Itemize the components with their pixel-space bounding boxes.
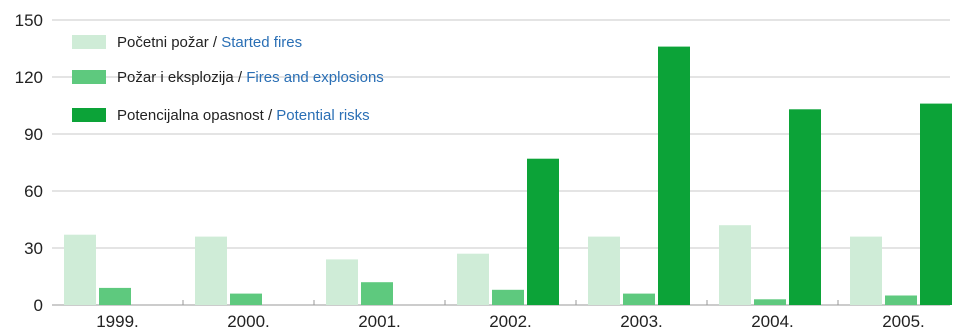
x-tick-label: 2002. bbox=[489, 312, 532, 329]
x-tick-label: 2004. bbox=[751, 312, 794, 329]
legend-separator: / bbox=[234, 69, 247, 86]
bar-started-fires-2002 bbox=[457, 253, 489, 305]
bar-started-fires-2001 bbox=[326, 259, 358, 305]
x-tick-label: 2005. bbox=[882, 312, 925, 329]
legend-swatch bbox=[72, 108, 106, 122]
bar-fires-and-explosions-2002 bbox=[492, 289, 524, 305]
legend-separator: / bbox=[264, 107, 277, 124]
legend-label-local: Početni požar bbox=[117, 34, 209, 51]
bar-fires-and-explosions-2003 bbox=[623, 293, 655, 305]
bar-potential-risks-2003 bbox=[658, 46, 690, 305]
bar-started-fires-2003 bbox=[588, 236, 620, 305]
bar-potential-risks-2002 bbox=[527, 158, 559, 305]
legend: Početni požar / Started fires Požar i eks… bbox=[72, 34, 384, 124]
x-tick-label: 1999. bbox=[96, 312, 139, 329]
y-tick-label: 30 bbox=[24, 239, 43, 258]
x-tick-label: 2003. bbox=[620, 312, 663, 329]
legend-separator: / bbox=[209, 34, 222, 51]
legend-swatch bbox=[72, 35, 106, 49]
bar-started-fires-2000 bbox=[195, 236, 227, 305]
y-tick-label: 150 bbox=[15, 11, 43, 30]
legend-swatch bbox=[72, 70, 106, 84]
bar-fires-and-explosions-2001 bbox=[361, 282, 393, 305]
legend-label-english: Potential risks bbox=[276, 107, 369, 124]
bar-started-fires-1999 bbox=[64, 234, 96, 305]
x-tick-label: 2001. bbox=[358, 312, 401, 329]
x-tick-label: 2000. bbox=[227, 312, 270, 329]
legend-entry: Požar i eksplozija / Fires and explosion… bbox=[117, 69, 384, 86]
legend-label-local: Potencijalna opasnost bbox=[117, 107, 265, 124]
bars bbox=[64, 46, 952, 305]
bar-potential-risks-2004 bbox=[789, 109, 821, 305]
x-axis-tick-labels: 1999. 2000. 2001. 2002. 2003. 2004. 2005. bbox=[96, 312, 925, 329]
bar-potential-risks-2005 bbox=[920, 103, 952, 305]
bar-fires-and-explosions-2004 bbox=[754, 299, 786, 305]
y-tick-label: 120 bbox=[15, 68, 43, 87]
bar-started-fires-2005 bbox=[850, 236, 882, 305]
y-axis-tick-labels: 0 30 60 90 120 150 bbox=[15, 11, 43, 315]
legend-entry: Početni požar / Started fires bbox=[117, 34, 302, 51]
bar-fires-and-explosions-1999 bbox=[99, 287, 131, 305]
y-tick-label: 0 bbox=[34, 296, 43, 315]
legend-label-english: Started fires bbox=[221, 34, 302, 51]
y-tick-label: 60 bbox=[24, 182, 43, 201]
bar-fires-and-explosions-2000 bbox=[230, 293, 262, 305]
bar-fires-and-explosions-2005 bbox=[885, 295, 917, 305]
legend-label-english: Fires and explosions bbox=[246, 69, 384, 86]
bar-started-fires-2004 bbox=[719, 225, 751, 305]
legend-entry: Potencijalna opasnost / Potential risks bbox=[117, 107, 370, 124]
legend-label-local: Požar i eksplozija bbox=[117, 69, 234, 86]
y-tick-label: 90 bbox=[24, 125, 43, 144]
